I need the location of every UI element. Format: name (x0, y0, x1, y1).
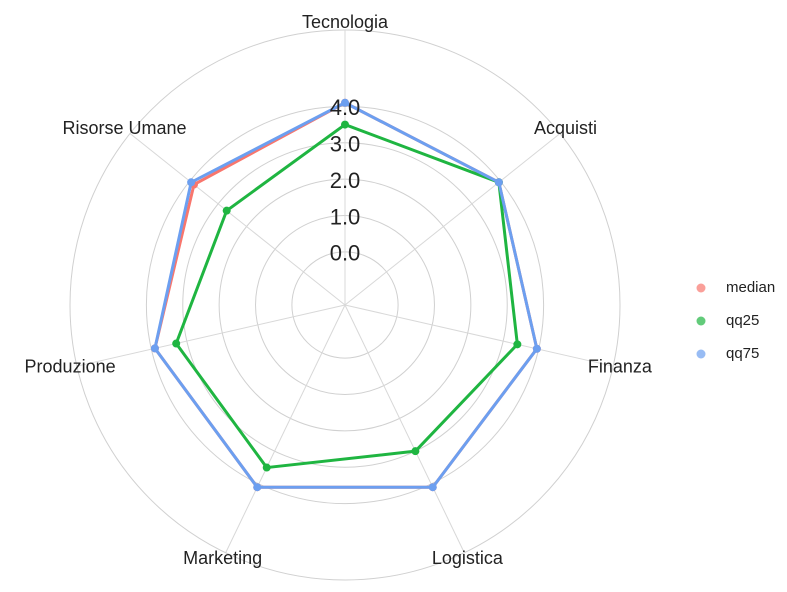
series-point (150, 344, 159, 353)
series-point (253, 483, 262, 492)
series-point (494, 178, 503, 187)
category-label: Finanza (588, 357, 653, 377)
series-point (341, 98, 349, 107)
axis-spoke (225, 304, 346, 553)
category-label: Logistica (432, 548, 504, 568)
legend-marker (696, 349, 706, 359)
axis-spoke (344, 133, 561, 306)
series-point (187, 178, 196, 187)
y-tick-label: 3.0 (330, 132, 361, 157)
y-tick-label: 4.0 (330, 95, 361, 120)
series-line (153, 101, 539, 489)
legend-label: median (726, 279, 775, 296)
category-label: Marketing (183, 548, 262, 568)
legend-marker (696, 316, 706, 326)
series-line (174, 123, 519, 470)
series-point (172, 339, 181, 348)
legend-label: qq75 (726, 345, 759, 362)
legend-marker (696, 283, 706, 293)
category-label: Produzione (25, 357, 116, 377)
series-point (532, 344, 541, 353)
category-label: Tecnologia (302, 12, 389, 32)
series-point (428, 483, 437, 492)
series-point (262, 463, 271, 472)
y-tick-label: 0.0 (330, 241, 361, 266)
legend-label: qq25 (726, 312, 759, 329)
y-tick-label: 2.0 (330, 168, 361, 193)
y-tick-label: 1.0 (330, 204, 361, 229)
axis-spoke (344, 304, 614, 367)
series-point (222, 206, 231, 215)
axis-spoke (129, 133, 346, 306)
series-line (153, 101, 539, 489)
series-point (411, 447, 420, 456)
series-point (513, 340, 522, 349)
series-point (341, 120, 349, 129)
axis-spoke (76, 304, 346, 367)
axis-spoke (344, 304, 465, 553)
category-label: Acquisti (534, 118, 597, 138)
category-label: Risorse Umane (63, 118, 187, 138)
